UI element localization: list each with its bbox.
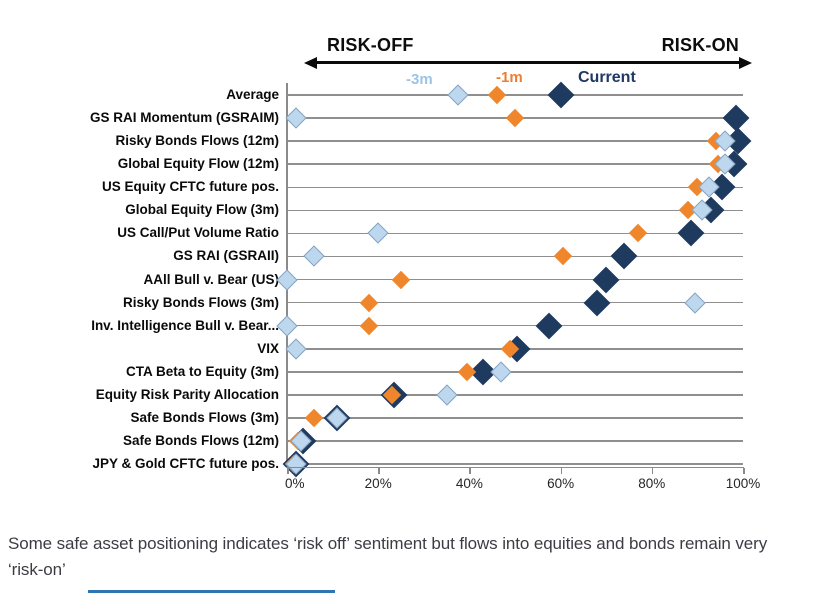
x-tick — [560, 467, 563, 474]
marker-1m — [391, 270, 411, 289]
risk-off-label: RISK-OFF — [327, 35, 414, 55]
row-gridline — [287, 463, 743, 465]
marker-3m — [276, 315, 298, 337]
marker-current — [547, 81, 575, 109]
row-gridline — [287, 394, 743, 396]
x-tick-label: 0% — [285, 475, 305, 491]
marker-1m — [487, 85, 506, 105]
row-gridline — [287, 417, 743, 419]
row-gridline — [287, 278, 743, 281]
legend-item-current: Current — [578, 69, 636, 86]
marker-3m — [285, 338, 307, 360]
plot-area: Average GS RAI Momentum (GSRAIM) Risky Bon… — [90, 81, 752, 478]
category-label: GS RAI (GSRAII) — [173, 248, 279, 264]
risk-on-label: RISK-ON — [661, 35, 739, 55]
legend-item-1m: -1m — [496, 69, 523, 86]
row-gridline — [287, 94, 743, 96]
marker-current — [611, 243, 638, 270]
category-label: Safe Bonds Flows (12m) — [122, 433, 279, 449]
marker-current — [677, 219, 704, 247]
risk-axis-arrow-line — [316, 61, 740, 64]
category-label: Risky Bonds Flows (12m) — [115, 133, 279, 149]
arrow-right-icon — [739, 56, 752, 69]
x-tick-label: 60% — [547, 475, 575, 491]
marker-3m — [285, 107, 307, 129]
row-gridline — [287, 163, 743, 165]
row-gridline — [287, 301, 743, 304]
marker-1m — [359, 316, 379, 335]
marker-3m — [367, 222, 389, 245]
marker-3m — [435, 384, 458, 406]
marker-1m — [305, 408, 324, 428]
x-axis-line — [286, 466, 744, 468]
category-label: US Call/Put Volume Ratio — [117, 225, 279, 241]
x-tick-label: 80% — [638, 475, 666, 491]
figure-caption: Some safe asset positioning indicates ‘r… — [8, 534, 768, 580]
marker-1m — [628, 224, 648, 243]
legend-item-3m: -3m — [406, 71, 433, 88]
marker-3m — [303, 245, 325, 268]
x-tick-label: 40% — [455, 475, 483, 491]
x-tick — [651, 467, 654, 474]
arrow-left-icon — [304, 56, 317, 69]
marker-3m — [276, 268, 298, 291]
category-label: Risky Bonds Flows (3m) — [122, 294, 279, 310]
category-label: Average — [226, 87, 279, 102]
row-gridline — [287, 140, 743, 142]
bottom-divider — [88, 590, 335, 593]
category-label: AAll Bull v. Bear (US) — [143, 271, 279, 287]
x-tick — [287, 467, 289, 474]
row-gridline — [287, 209, 743, 212]
x-tick — [378, 467, 380, 474]
marker-1m — [505, 108, 525, 128]
category-label: Global Equity Flow (3m) — [125, 202, 279, 218]
row-gridline — [287, 232, 743, 235]
row-gridline — [287, 324, 743, 327]
marker-1m — [553, 247, 573, 266]
category-label: Safe Bonds Flows (3m) — [130, 409, 279, 425]
category-label: JPY & Gold CFTC future pos. — [92, 456, 279, 472]
x-tick-label: 100% — [725, 475, 761, 491]
category-label: GS RAI Momentum (GSRAIM) — [90, 110, 279, 126]
row-gridline — [287, 186, 743, 189]
marker-3m — [490, 361, 512, 383]
row-gridline — [287, 371, 743, 373]
marker-3m — [684, 292, 706, 314]
marker-3m — [447, 84, 469, 106]
row-gridline — [287, 255, 743, 258]
category-label: Equity Risk Parity Allocation — [95, 386, 279, 402]
category-label: CTA Beta to Equity (3m) — [125, 363, 279, 379]
category-label: Global Equity Flow (12m) — [117, 156, 279, 172]
x-tick — [743, 467, 745, 474]
x-tick-label: 20% — [364, 475, 392, 491]
x-tick — [469, 467, 471, 474]
category-label: Inv. Intelligence Bull v. Bear... — [91, 317, 279, 333]
category-label: US Equity CFTC future pos. — [102, 179, 279, 195]
row-gridline — [287, 440, 743, 442]
marker-current — [583, 289, 611, 317]
category-label: VIX — [257, 340, 279, 356]
marker-1m — [359, 293, 379, 312]
marker-current — [535, 312, 563, 340]
marker-1m — [457, 362, 477, 382]
